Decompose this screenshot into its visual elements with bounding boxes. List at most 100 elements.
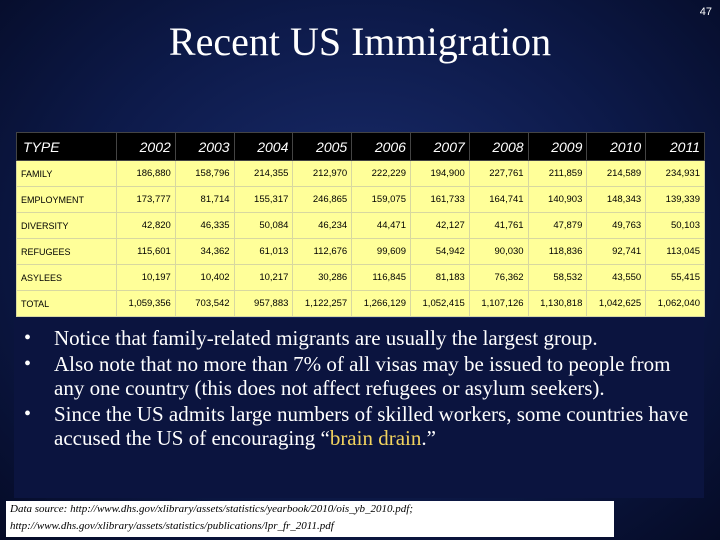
- immigration-table: TYPE 2002 2003 2004 2005 2006 2007 2008 2009 2010…: [16, 132, 705, 317]
- table-cell: 158,796: [174, 160, 235, 187]
- table-cell: 212,970: [292, 160, 353, 187]
- table-row: REFUGEES 115,601 34,362 61,013 112,676 99,609…: [16, 238, 705, 265]
- table-cell: 112,676: [292, 238, 353, 265]
- row-label: ASYLEES: [16, 264, 117, 291]
- table-cell: 50,103: [645, 212, 705, 239]
- row-label: TOTAL: [16, 290, 117, 317]
- table-cell: 30,286: [292, 264, 353, 291]
- bullet-text-end: .”: [421, 426, 436, 450]
- table-cell: 99,609: [351, 238, 411, 265]
- table-cell: 58,532: [527, 264, 588, 291]
- table-cell: 47,879: [527, 212, 588, 239]
- bullet-panel: • Notice that family-related migrants are…: [14, 318, 704, 498]
- table-cell: 113,045: [645, 238, 705, 265]
- table-cell: 54,942: [409, 238, 470, 265]
- table-row: DIVERSITY 42,820 46,335 50,084 46,234 44,471 4…: [16, 212, 705, 239]
- bullet-dot-icon: •: [24, 353, 32, 375]
- row-label: DIVERSITY: [16, 212, 117, 239]
- table-cell: 10,197: [116, 264, 176, 291]
- header-type: TYPE: [16, 132, 117, 161]
- table-cell: 139,339: [645, 186, 705, 213]
- table-cell: 10,402: [174, 264, 235, 291]
- table-cell: 159,075: [351, 186, 411, 213]
- table-cell: 61,013: [233, 238, 294, 265]
- bullet-dot-icon: •: [24, 327, 32, 349]
- table-cell: 46,335: [174, 212, 235, 239]
- table-row: TOTAL 1,059,356 703,542 957,883 1,122,257 1,2…: [16, 290, 705, 317]
- header-year: 2006: [351, 132, 411, 161]
- table-cell: 50,084: [233, 212, 294, 239]
- header-year: 2008: [468, 132, 529, 161]
- table-cell: 42,127: [409, 212, 470, 239]
- table-cell: 246,865: [292, 186, 353, 213]
- table-cell: 1,130,818: [527, 290, 588, 317]
- table-cell: 173,777: [116, 186, 176, 213]
- header-year: 2010: [586, 132, 647, 161]
- table-cell: 10,217: [233, 264, 294, 291]
- bullet-item: • Notice that family-related migrants are…: [20, 326, 698, 350]
- table-cell: 49,763: [586, 212, 647, 239]
- table-cell: 55,415: [645, 264, 705, 291]
- row-label: REFUGEES: [16, 238, 117, 265]
- table-cell: 92,741: [586, 238, 647, 265]
- table-cell: 46,234: [292, 212, 353, 239]
- table-cell: 194,900: [409, 160, 470, 187]
- table-cell: 76,362: [468, 264, 529, 291]
- header-year: 2011: [645, 132, 705, 161]
- table-body: FAMILY 186,880 158,796 214,355 212,970 222,22…: [16, 160, 705, 317]
- table-cell: 42,820: [116, 212, 176, 239]
- table-row: EMPLOYMENT 173,777 81,714 155,317 246,865 159…: [16, 186, 705, 213]
- table-cell: 1,122,257: [292, 290, 353, 317]
- table-cell: 41,761: [468, 212, 529, 239]
- table-cell: 118,836: [527, 238, 588, 265]
- table-cell: 81,714: [174, 186, 235, 213]
- table-cell: 81,183: [409, 264, 470, 291]
- header-year: 2005: [292, 132, 353, 161]
- table-cell: 957,883: [233, 290, 294, 317]
- table-cell: 1,052,415: [409, 290, 470, 317]
- table-cell: 186,880: [116, 160, 176, 187]
- table-cell: 234,931: [645, 160, 705, 187]
- brain-drain-highlight: brain drain: [329, 426, 422, 450]
- header-year: 2002: [116, 132, 176, 161]
- table-header-row: TYPE 2002 2003 2004 2005 2006 2007 2008 2009 2010…: [16, 132, 705, 161]
- bullet-text: Notice that family-related migrants are …: [54, 326, 598, 350]
- table-cell: 43,550: [586, 264, 647, 291]
- page-number: 47: [699, 6, 712, 18]
- source-line-1: Data source: http://www.dhs.gov/xlibrary…: [10, 503, 414, 515]
- table-cell: 1,107,126: [468, 290, 529, 317]
- bullet-dot-icon: •: [24, 403, 32, 425]
- header-year: 2009: [527, 132, 588, 161]
- table-cell: 155,317: [233, 186, 294, 213]
- data-source-note: Data source: http://www.dhs.gov/xlibrary…: [6, 501, 614, 537]
- bullet-item: • Since the US admits large numbers of sk…: [20, 402, 698, 450]
- immigration-table-container: TYPE 2002 2003 2004 2005 2006 2007 2008 2009 2010…: [16, 132, 705, 317]
- bullet-text: Also note that no more than 7% of all vi…: [54, 352, 671, 400]
- table-cell: 227,761: [468, 160, 529, 187]
- table-cell: 703,542: [174, 290, 235, 317]
- table-cell: 1,062,040: [645, 290, 705, 317]
- table-cell: 1,266,129: [351, 290, 411, 317]
- table-cell: 214,355: [233, 160, 294, 187]
- table-cell: 116,845: [351, 264, 411, 291]
- bullet-item: • Also note that no more than 7% of all v…: [20, 352, 698, 400]
- bullet-text: Since the US admits large numbers of ski…: [54, 402, 689, 450]
- table-cell: 44,471: [351, 212, 411, 239]
- row-label: FAMILY: [16, 160, 117, 187]
- table-row: FAMILY 186,880 158,796 214,355 212,970 222,22…: [16, 160, 705, 187]
- table-cell: 115,601: [116, 238, 176, 265]
- bullet-list: • Notice that family-related migrants are…: [14, 318, 704, 450]
- slide-title: Recent US Immigration: [168, 19, 552, 64]
- row-label: EMPLOYMENT: [16, 186, 117, 213]
- table-cell: 164,741: [468, 186, 529, 213]
- header-year: 2003: [174, 132, 235, 161]
- table-cell: 161,733: [409, 186, 470, 213]
- table-cell: 90,030: [468, 238, 529, 265]
- source-line-2: http://www.dhs.gov/xlibrary/assets/stati…: [10, 520, 334, 532]
- table-cell: 214,589: [586, 160, 647, 187]
- table-cell: 148,343: [586, 186, 647, 213]
- header-year: 2004: [233, 132, 294, 161]
- table-cell: 140,903: [527, 186, 588, 213]
- table-cell: 222,229: [351, 160, 411, 187]
- table-cell: 34,362: [174, 238, 235, 265]
